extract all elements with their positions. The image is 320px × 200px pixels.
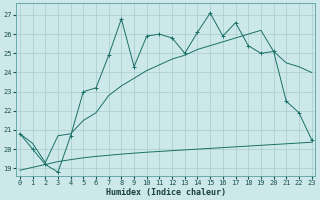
X-axis label: Humidex (Indice chaleur): Humidex (Indice chaleur) xyxy=(106,188,226,197)
